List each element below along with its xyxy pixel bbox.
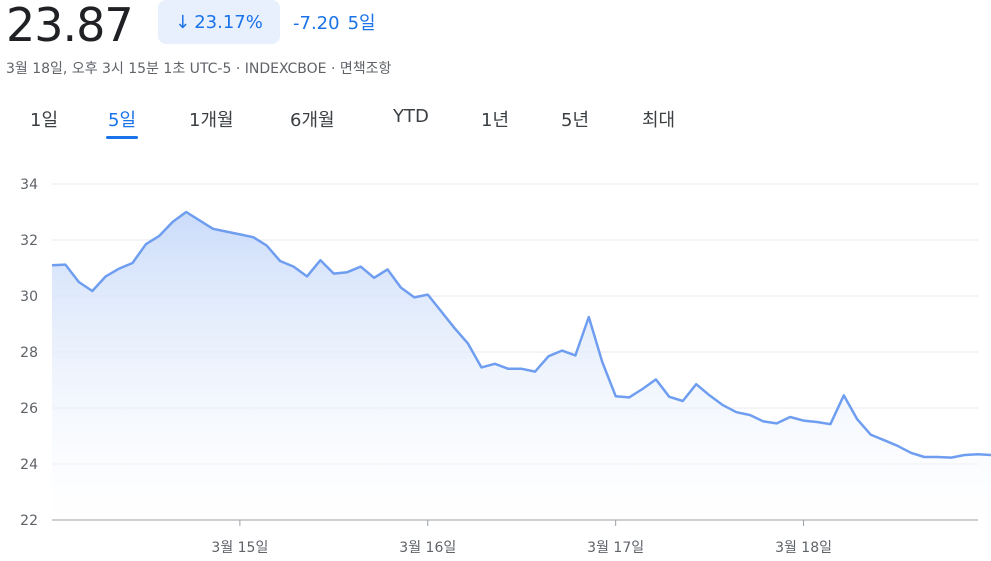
x-tick-label: 3월 18일 bbox=[775, 540, 832, 556]
y-tick-label: 34 bbox=[20, 177, 38, 193]
current-price: 23.87 bbox=[6, 0, 134, 52]
change-period: 5일 bbox=[347, 13, 376, 34]
y-tick-label: 32 bbox=[20, 233, 38, 249]
tab-label: 1년 bbox=[481, 110, 510, 131]
price-line bbox=[51, 210, 991, 459]
active-tab-indicator bbox=[106, 136, 139, 139]
x-tick-label: 3월 17일 bbox=[587, 540, 644, 556]
tab-1d[interactable]: 1일 bbox=[30, 106, 58, 132]
y-axis-labels: 22 24 26 28 30 32 34 bbox=[20, 177, 38, 529]
change-percent-value: 23.17% bbox=[194, 11, 263, 33]
y-tick-label: 24 bbox=[20, 457, 38, 473]
y-tick-label: 26 bbox=[20, 401, 38, 417]
x-tick-label: 3월 16일 bbox=[399, 540, 456, 556]
tab-label: 6개월 bbox=[290, 110, 335, 131]
tab-5d[interactable]: 5일 bbox=[106, 106, 139, 139]
change-absolute-value: -7.20 bbox=[293, 13, 340, 34]
y-tick-label: 30 bbox=[20, 289, 38, 305]
tab-label: 1개월 bbox=[189, 110, 234, 131]
tab-label: 최대 bbox=[642, 110, 676, 131]
price-chart[interactable]: 22 24 26 28 30 32 34 3월 15일 3월 16일 3월 17일 3월 18일 bbox=[0, 150, 991, 561]
x-tick-label: 3월 15일 bbox=[211, 540, 268, 556]
arrow-down-icon: ↓ bbox=[175, 11, 191, 33]
range-tabs: 1일 5일 1개월 6개월 YTD 1년 5년 최대 bbox=[0, 106, 991, 142]
tab-label: 5년 bbox=[561, 110, 590, 131]
tab-5y[interactable]: 5년 bbox=[561, 106, 589, 132]
tab-1m[interactable]: 1개월 bbox=[189, 106, 234, 132]
tab-label: YTD bbox=[393, 106, 429, 127]
tab-6m[interactable]: 6개월 bbox=[290, 106, 335, 132]
tab-label: 1일 bbox=[30, 110, 59, 131]
tab-ytd[interactable]: YTD bbox=[393, 106, 429, 127]
change-absolute: -7.20 5일 bbox=[293, 9, 376, 35]
price-area bbox=[52, 212, 991, 520]
tab-1y[interactable]: 1년 bbox=[481, 106, 509, 132]
x-axis-ticks: 3월 15일 3월 16일 3월 17일 3월 18일 bbox=[211, 520, 832, 556]
change-percent-badge: ↓ 23.17% bbox=[158, 0, 280, 44]
y-tick-label: 28 bbox=[20, 345, 38, 361]
tab-max[interactable]: 최대 bbox=[642, 106, 675, 132]
tab-label: 5일 bbox=[108, 110, 137, 131]
y-tick-label: 22 bbox=[20, 513, 38, 529]
quote-timestamp: 3월 18일, 오후 3시 15분 1초 UTC-5 · INDEXCBOE ·… bbox=[6, 61, 392, 77]
